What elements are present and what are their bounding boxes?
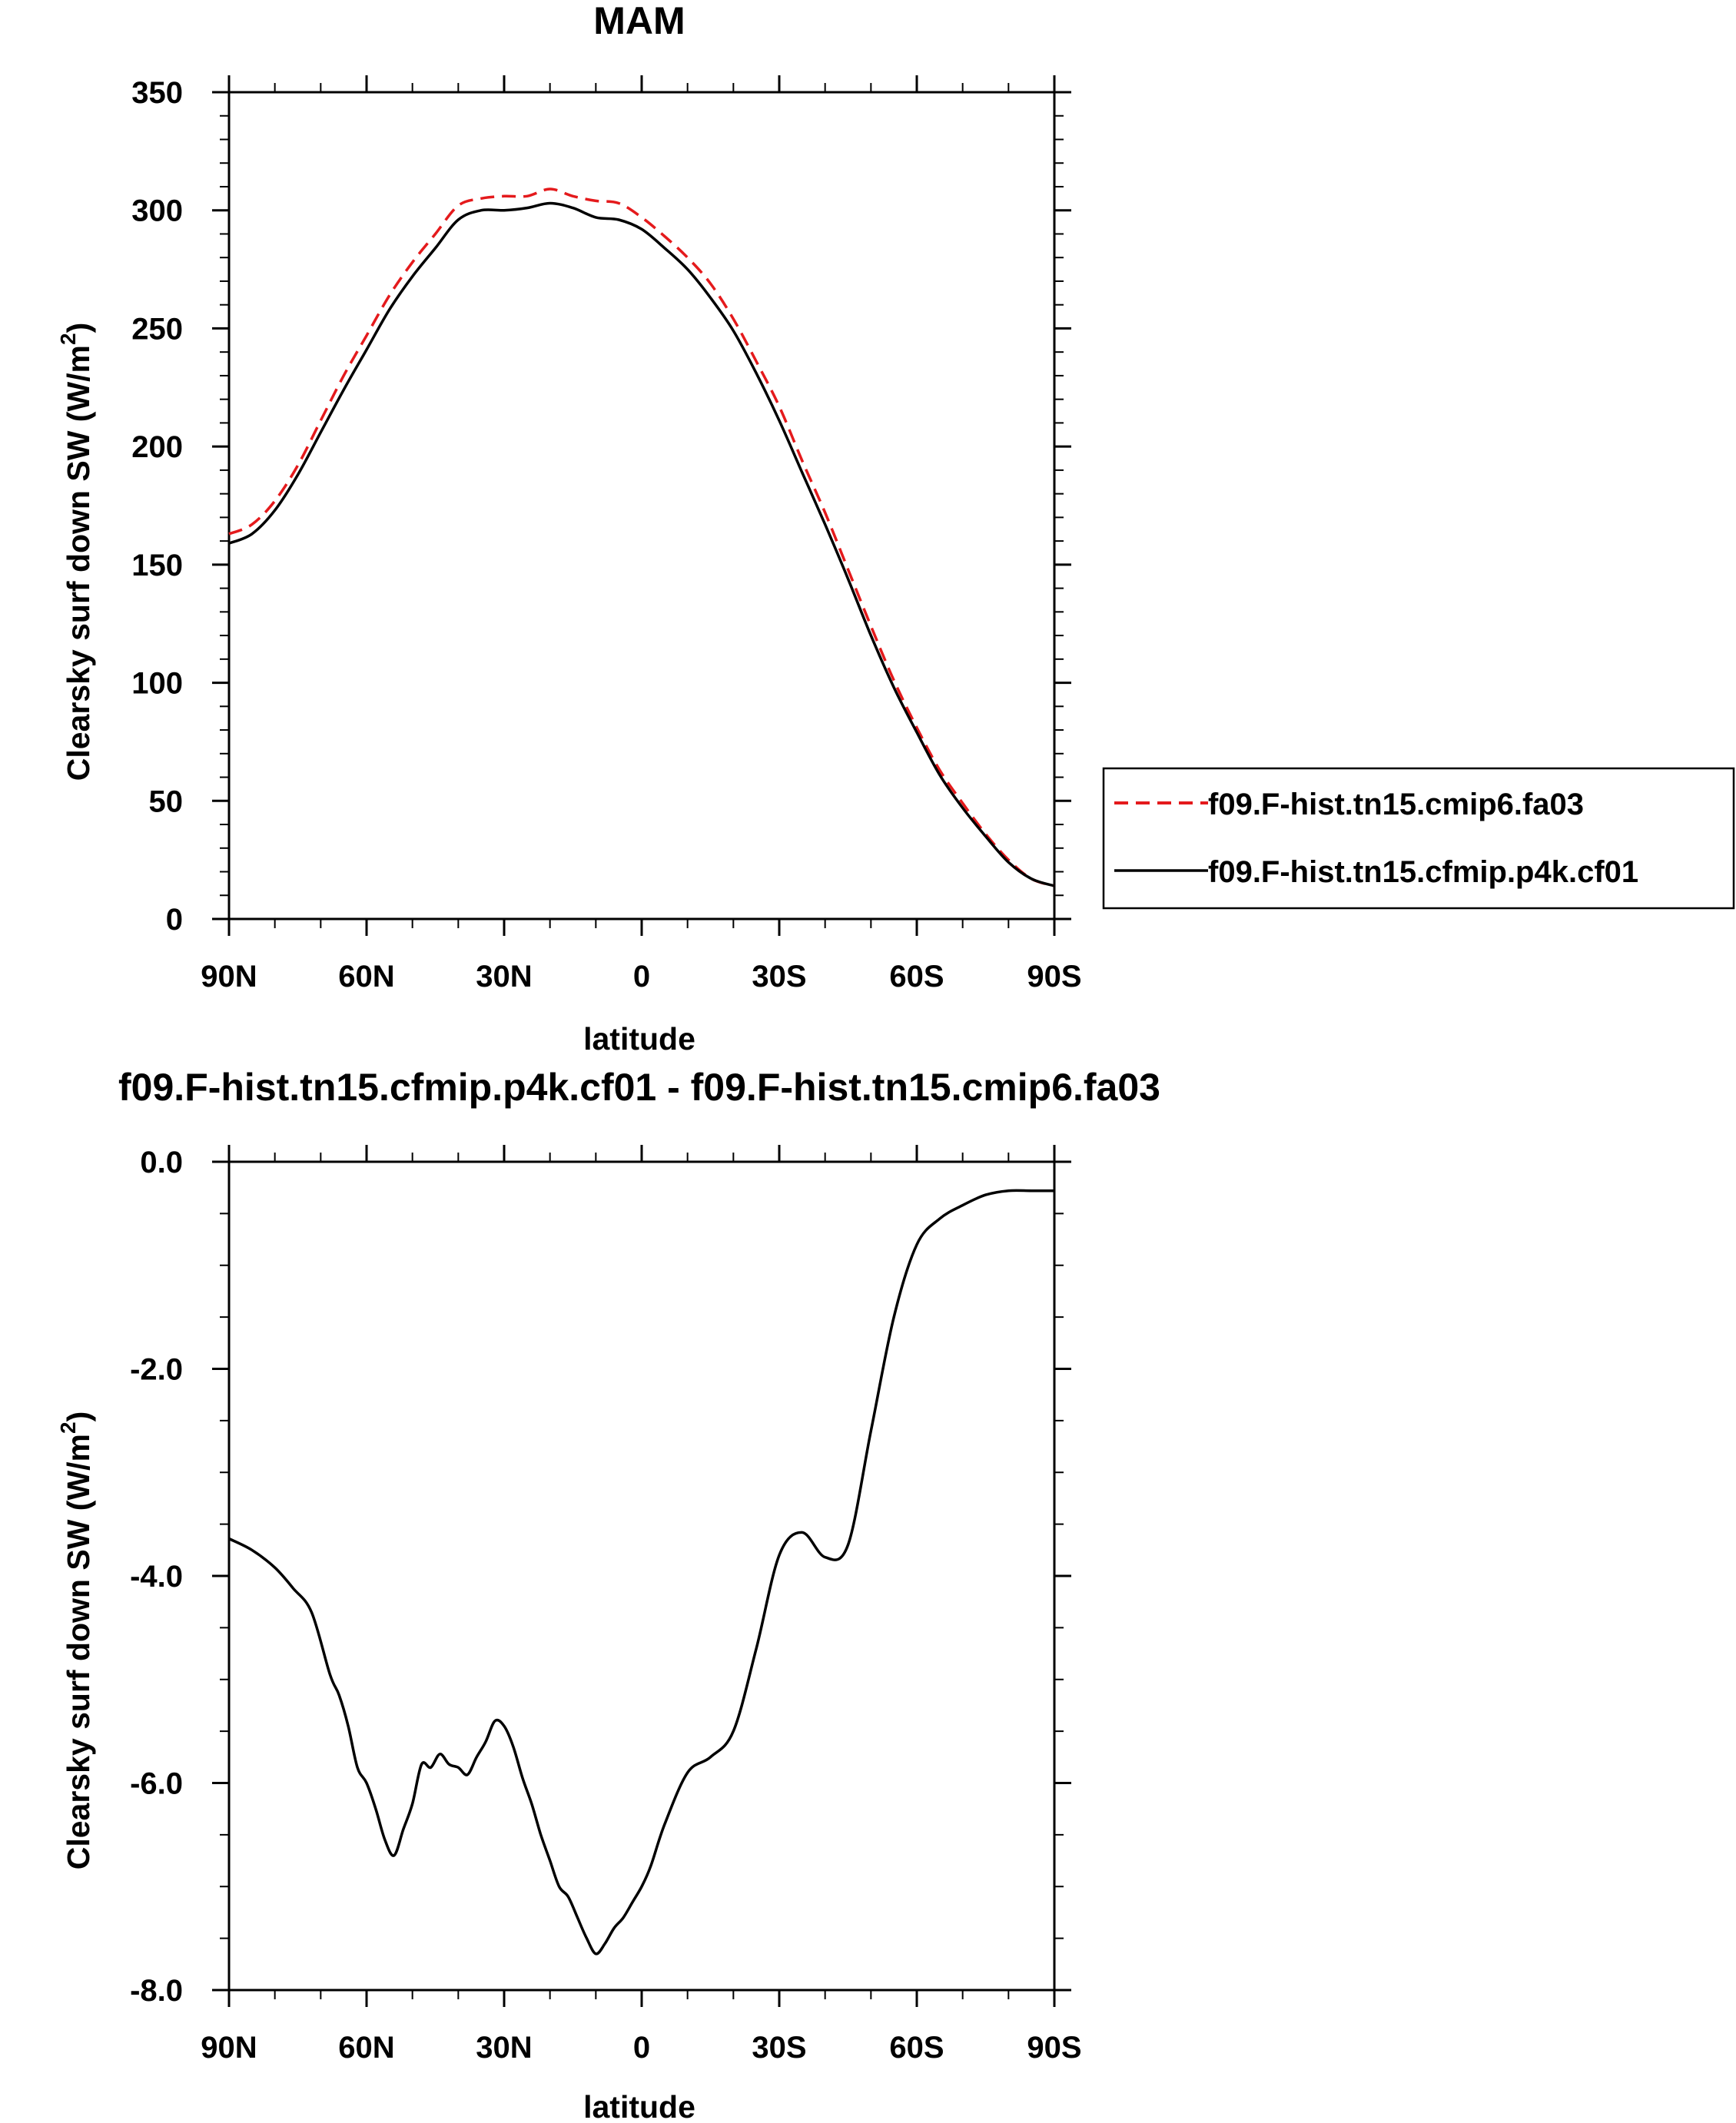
top-chart-title: MAM [593, 0, 685, 42]
top-series-line-1 [228, 201, 1055, 887]
bottom-chart-plot-area: 0.0 -2.0 -4.0 -6.0 -8.0 90N 60N 30N 0 30S 60S 90S [130, 1145, 1082, 2065]
top-x-tick-label: 60S [889, 960, 944, 993]
bottom-x-tick-label: 30N [476, 2031, 532, 2065]
top-chart-y-axis-label: Clearsky surf down SW (W/m2) [56, 323, 96, 781]
top-y-tick-label: 50 [149, 785, 184, 818]
top-x-tick-label: 30N [476, 960, 532, 993]
top-x-tick-label: 60N [338, 960, 394, 993]
legend: f09.F-hist.tn15.cmip6.fa03 f09.F-hist.tn… [1102, 767, 1735, 910]
top-chart-x-axis-label: latitude [583, 1021, 695, 1057]
top-y-tick-label: 150 [131, 549, 183, 582]
bottom-x-tick-label: 60N [338, 2031, 394, 2065]
bottom-chart-y-axis-label: Clearsky surf down SW (W/m2) [56, 1411, 96, 1870]
bottom-chart-title: f09.F-hist.tn15.cfmip.p4k.cf01 - f09.F-h… [118, 1066, 1160, 1109]
top-y-tick-label: 0 [166, 903, 183, 937]
top-y-tick-label: 350 [131, 76, 183, 110]
top-series-line-0 [228, 187, 1055, 887]
legend-label-p4k: f09.F-hist.tn15.cfmip.p4k.cf01 [1208, 855, 1638, 889]
bottom-chart: f09.F-hist.tn15.cfmip.p4k.cf01 - f09.F-h… [56, 1066, 1160, 2123]
bottom-x-tick-label: 90S [1027, 2031, 1081, 2065]
bottom-y-tick-label: -2.0 [130, 1353, 183, 1387]
top-chart-plot-area: 0 50 100 150 200 250 300 350 90N 60N 30N 0 30S 60S 90S [131, 75, 1082, 993]
bottom-series-line-0 [228, 1189, 1054, 1955]
legend-label-cmip6: f09.F-hist.tn15.cmip6.fa03 [1208, 788, 1584, 821]
top-plot-frame [227, 91, 1056, 921]
bottom-y-tick-label: 0.0 [140, 1146, 183, 1179]
bottom-x-tick-label: 30S [752, 2031, 806, 2065]
top-y-tick-label: 250 [131, 312, 183, 346]
top-y-tick-label: 200 [131, 430, 183, 464]
top-x-tick-label: 30S [752, 960, 806, 993]
bottom-x-tick-label: 0 [633, 2031, 650, 2065]
top-x-tick-label: 90N [201, 960, 257, 993]
bottom-y-tick-label: -8.0 [130, 1974, 183, 2008]
legend-box [1102, 767, 1735, 910]
bottom-plot-frame [227, 1160, 1056, 1992]
top-x-tick-label: 0 [633, 960, 650, 993]
bottom-x-tick-label: 60S [889, 2031, 944, 2065]
top-x-tick-label: 90S [1027, 960, 1081, 993]
top-y-tick-label: 100 [131, 667, 183, 701]
bottom-chart-x-axis-label: latitude [583, 2089, 695, 2123]
top-chart: MAM 0 50 100 150 200 250 300 350 90N 60N 30N 0 30S 60… [56, 0, 1082, 1057]
bottom-y-tick-label: -6.0 [130, 1767, 183, 1801]
top-y-tick-label: 300 [131, 194, 183, 228]
bottom-y-tick-label: -4.0 [130, 1560, 183, 1594]
bottom-x-tick-label: 90N [201, 2031, 257, 2065]
